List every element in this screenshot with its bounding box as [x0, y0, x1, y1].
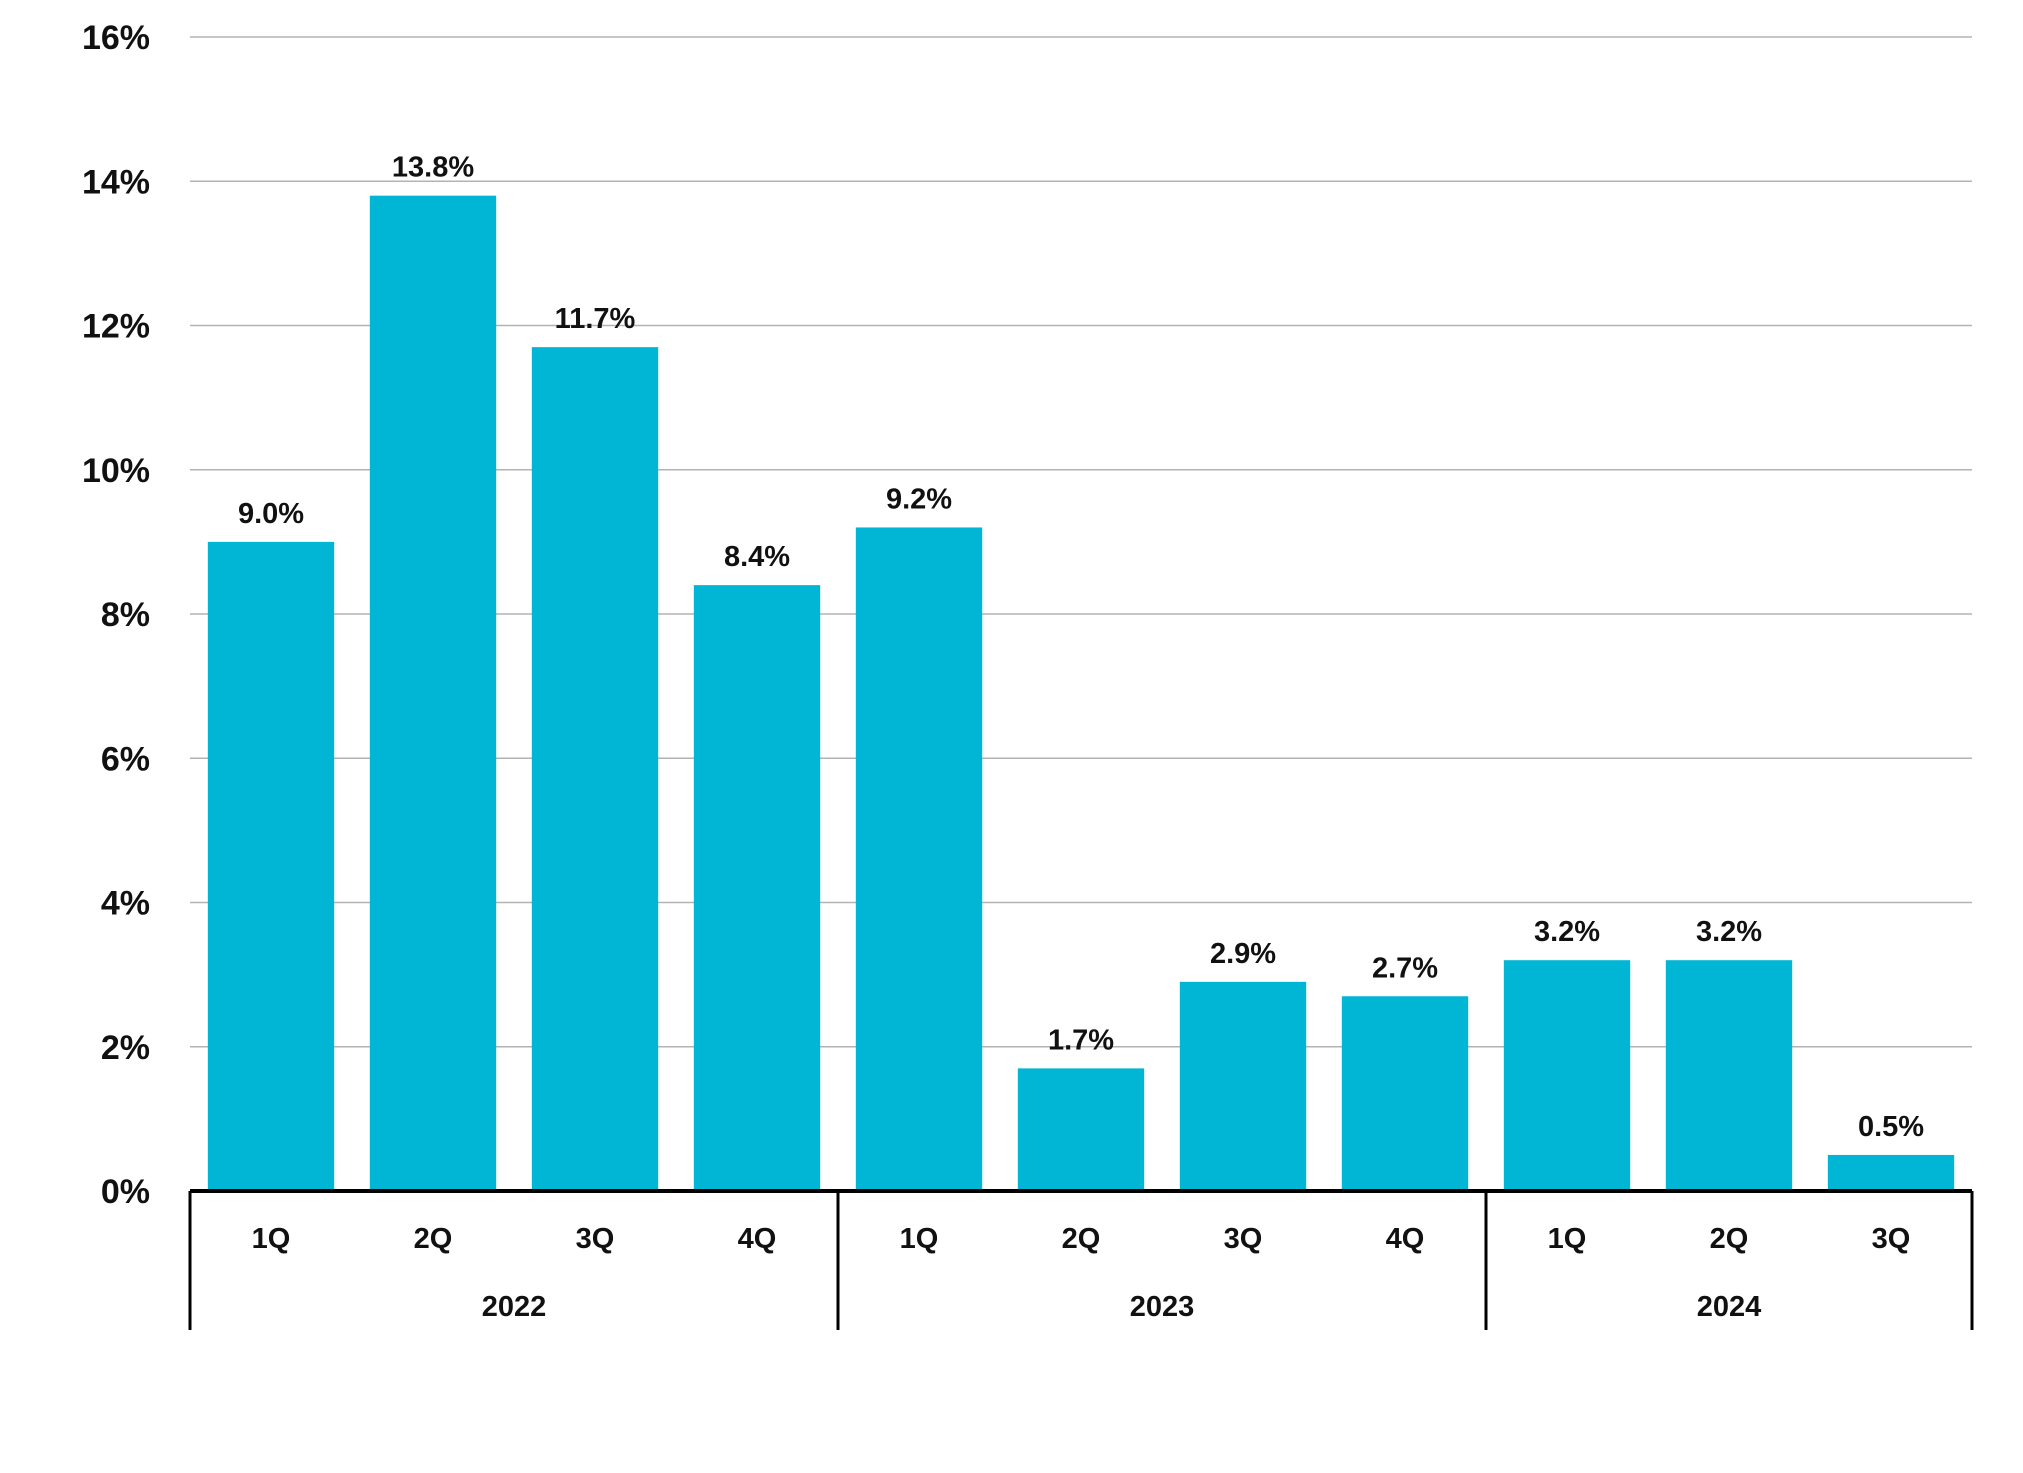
- data-label: 2.7%: [1372, 952, 1438, 984]
- y-tick-label: 14%: [82, 163, 150, 201]
- y-tick-label: 12%: [82, 308, 150, 346]
- bars: [207, 195, 1955, 1192]
- x-tick-label: 3Q: [1872, 1223, 1911, 1255]
- data-label: 13.8%: [392, 152, 474, 184]
- data-label: 3.2%: [1534, 916, 1600, 948]
- x-tick-label: 3Q: [576, 1223, 615, 1255]
- data-labels: 9.0% 13.8% 11.7% 8.4% 9.2% 1.7% 2.9% 2.7% 3.2% 3.…: [238, 152, 1924, 1143]
- x-tick-label: 2Q: [414, 1223, 453, 1255]
- y-tick-label: 10%: [82, 452, 150, 490]
- bar: [1503, 960, 1631, 1191]
- bar: [207, 541, 335, 1191]
- bar: [1179, 981, 1307, 1191]
- bar: [531, 347, 659, 1191]
- y-axis-tick-labels: 0% 2% 4% 6% 8% 10% 12% 14% 16%: [82, 19, 150, 1211]
- x-tick-label: 1Q: [252, 1223, 291, 1255]
- y-tick-label: 0%: [101, 1173, 150, 1211]
- x-axis: [188, 1189, 1974, 1330]
- y-tick-label: 16%: [82, 19, 150, 57]
- bar: [1017, 1068, 1145, 1191]
- data-label: 3.2%: [1696, 916, 1762, 948]
- data-label: 11.7%: [555, 303, 636, 335]
- data-label: 2.9%: [1210, 938, 1276, 970]
- bar: [369, 195, 497, 1192]
- data-label: 0.5%: [1858, 1111, 1924, 1143]
- data-label: 9.0%: [238, 498, 304, 530]
- x-tick-label: 2Q: [1710, 1223, 1749, 1255]
- group-label: 2022: [482, 1291, 547, 1323]
- y-tick-label: 8%: [101, 596, 150, 634]
- bar: [1341, 996, 1469, 1191]
- data-label: 1.7%: [1048, 1024, 1114, 1056]
- group-label: 2023: [1130, 1291, 1195, 1323]
- bar: [1665, 960, 1793, 1191]
- x-axis-category-labels: 1Q 2Q 3Q 4Q 1Q 2Q 3Q 4Q 1Q 2Q 3Q: [252, 1223, 1911, 1255]
- group-label: 2024: [1697, 1291, 1762, 1323]
- data-label: 9.2%: [886, 483, 952, 515]
- x-tick-label: 3Q: [1224, 1223, 1263, 1255]
- x-tick-label: 4Q: [738, 1223, 777, 1255]
- y-tick-label: 6%: [101, 740, 150, 778]
- y-tick-label: 2%: [101, 1029, 150, 1067]
- x-axis-group-labels: 2022 2023 2024: [482, 1291, 1762, 1323]
- bar: [855, 527, 983, 1191]
- x-tick-label: 4Q: [1386, 1223, 1425, 1255]
- y-tick-label: 4%: [101, 885, 150, 923]
- data-label: 8.4%: [724, 541, 790, 573]
- bar: [693, 585, 821, 1191]
- x-tick-label: 1Q: [1548, 1223, 1587, 1255]
- x-tick-label: 1Q: [900, 1223, 939, 1255]
- bar: [1827, 1154, 1955, 1191]
- x-tick-label: 2Q: [1062, 1223, 1101, 1255]
